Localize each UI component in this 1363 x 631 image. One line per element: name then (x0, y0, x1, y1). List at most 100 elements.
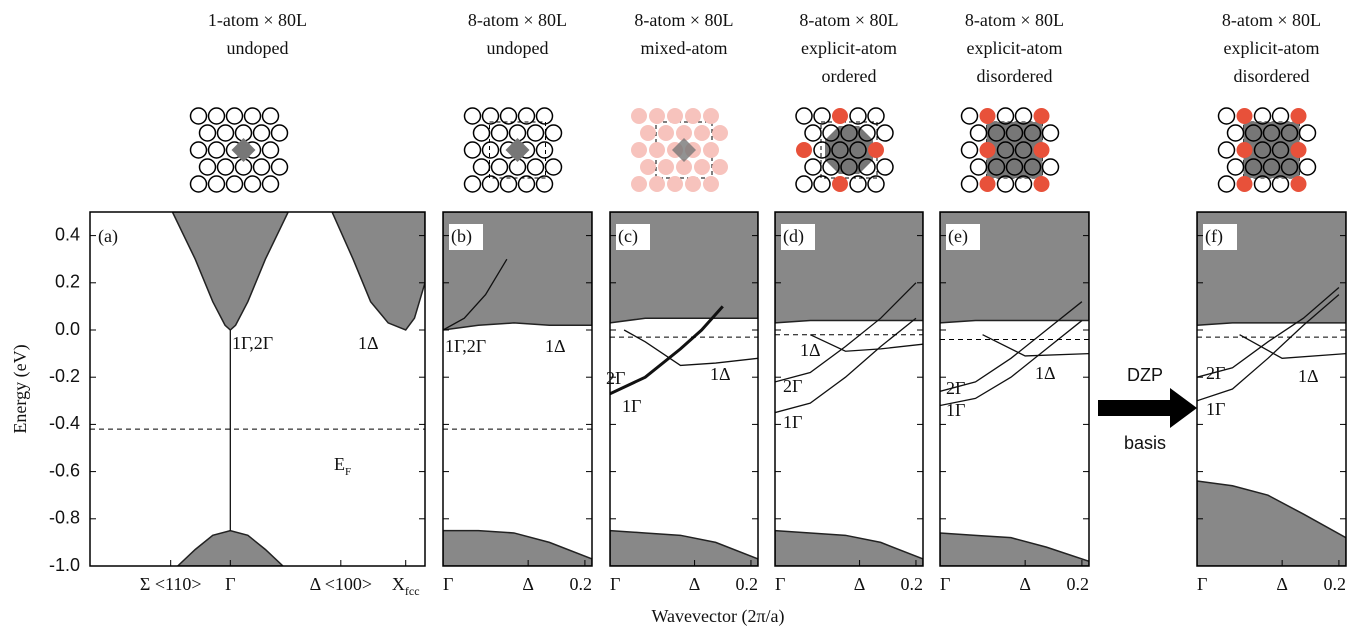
annotation-text: 1Γ,2Γ (232, 333, 273, 353)
band-annotation: EF (334, 454, 351, 477)
x-tick-text: 0.2 (570, 574, 593, 594)
annotation-text: 2Γ (783, 376, 802, 396)
band-region (610, 531, 758, 566)
annotation-text: 1Γ (946, 400, 965, 420)
panel-title: explicit-atom (967, 38, 1063, 58)
band-region (1197, 481, 1346, 566)
band-annotation: 1Δ (1298, 366, 1319, 386)
band-annotation: 2Γ (1206, 363, 1225, 383)
x-tick-text: Δ <100> (310, 574, 372, 594)
annotation-text: 2Γ (946, 378, 965, 398)
annotation-text: 1Δ (710, 364, 731, 384)
band-annotation: 2Γ (606, 368, 625, 388)
band-annotation: 1Δ (358, 333, 379, 353)
band-annotation: 1Γ (1206, 399, 1225, 419)
x-tick-label: Γ (225, 574, 235, 594)
band-annotation: 1Δ (800, 340, 821, 360)
y-tick-label: -0.6 (49, 460, 80, 480)
annotation-text: 1Δ (1035, 363, 1056, 383)
y-tick-label: 0.4 (55, 224, 80, 244)
x-tick-label: Δ (522, 574, 534, 594)
x-tick-label: Δ <100> (310, 574, 372, 594)
panel-title: 1-atom × 80L (208, 10, 307, 30)
x-tick-text: 0.2 (1324, 574, 1347, 594)
x-tick-text: Δ (1276, 574, 1288, 594)
band-region (940, 533, 1089, 566)
x-tick-label: 0.2 (1067, 574, 1090, 594)
panel-title: 8-atom × 80L (468, 10, 567, 30)
x-tick-text: Δ (854, 574, 866, 594)
band-region (332, 212, 425, 330)
x-tick-text: X (392, 574, 405, 594)
plot-area (1197, 212, 1346, 566)
annotation-text: 1Γ (783, 412, 802, 432)
x-tick-text: Γ (610, 574, 620, 594)
panel-label: (b) (451, 226, 472, 247)
annotation-sub: F (345, 466, 351, 478)
x-tick-label: Δ (689, 574, 701, 594)
band-annotation: 1Γ (622, 396, 641, 416)
panel-title: undoped (487, 38, 549, 58)
panel-label: (f) (1205, 226, 1223, 247)
panel-label: (a) (98, 226, 118, 247)
annotation-text: E (334, 454, 345, 474)
annotation-text: 1Δ (545, 336, 566, 356)
band-region (775, 531, 923, 566)
panel-title: ordered (822, 66, 877, 86)
x-tick-label: Σ <110> (140, 574, 202, 594)
y-tick-label: -0.2 (49, 366, 80, 386)
band-region (172, 212, 288, 330)
panel-title: disordered (1234, 66, 1310, 86)
x-tick-text: 0.2 (901, 574, 924, 594)
x-tick-text: Δ (1019, 574, 1031, 594)
arrow-label: DZP (1127, 365, 1163, 385)
annotation-text: 1Δ (1298, 366, 1319, 386)
lattice-icon (631, 108, 728, 192)
arrow (1098, 388, 1197, 428)
x-tick-label: 0.2 (901, 574, 924, 594)
band-line (810, 335, 923, 352)
x-tick-text: Δ (689, 574, 701, 594)
annotation-text: 2Γ (606, 368, 625, 388)
band-region (443, 531, 592, 566)
x-tick-label: Δ (1276, 574, 1288, 594)
panel-title: undoped (227, 38, 289, 58)
lattice-icon (191, 108, 288, 192)
panel-title: mixed-atom (641, 38, 728, 58)
x-tick-text: Σ <110> (140, 574, 202, 594)
annotation-text: 1Γ (1206, 399, 1225, 419)
band-annotation: 2Γ (783, 376, 802, 396)
x-tick-text: Γ (225, 574, 235, 594)
annotation-text: 1Δ (800, 340, 821, 360)
x-tick-sub: fcc (405, 584, 420, 598)
y-tick-label: -1.0 (49, 555, 80, 575)
y-tick-label: -0.8 (49, 508, 80, 528)
annotation-text: 1Δ (358, 333, 379, 353)
band-line (775, 318, 916, 412)
x-tick-label: Γ (775, 574, 785, 594)
x-tick-label: 0.2 (570, 574, 593, 594)
x-tick-text: 0.2 (1067, 574, 1090, 594)
x-axis-label: Wavevector (2π/a) (651, 606, 784, 627)
lattice-icon (796, 108, 893, 192)
x-tick-text: Δ (522, 574, 534, 594)
y-axis-label: Energy (eV) (10, 344, 31, 433)
band-annotation: 1Γ (783, 412, 802, 432)
arrow-label: basis (1124, 433, 1166, 453)
lattice-icon (1219, 108, 1316, 192)
panel-label: (c) (618, 226, 638, 247)
figure: Energy (eV) Wavevector (2π/a) DZP basis … (0, 0, 1363, 631)
x-tick-label: Γ (940, 574, 950, 594)
lattice-icon (465, 108, 562, 192)
band-annotation: 1Δ (710, 364, 731, 384)
x-tick-label: Δ (854, 574, 866, 594)
band-annotation: 1Γ (946, 400, 965, 420)
panel-label: (d) (783, 226, 804, 247)
x-tick-label: Γ (1197, 574, 1207, 594)
annotation-text: 2Γ (1206, 363, 1225, 383)
band-line (1240, 335, 1346, 359)
x-tick-text: 0.2 (736, 574, 759, 594)
band-annotation: 1Γ,2Γ (445, 336, 486, 356)
panel-label: (e) (948, 226, 968, 247)
x-tick-label: Xfcc (392, 574, 420, 598)
